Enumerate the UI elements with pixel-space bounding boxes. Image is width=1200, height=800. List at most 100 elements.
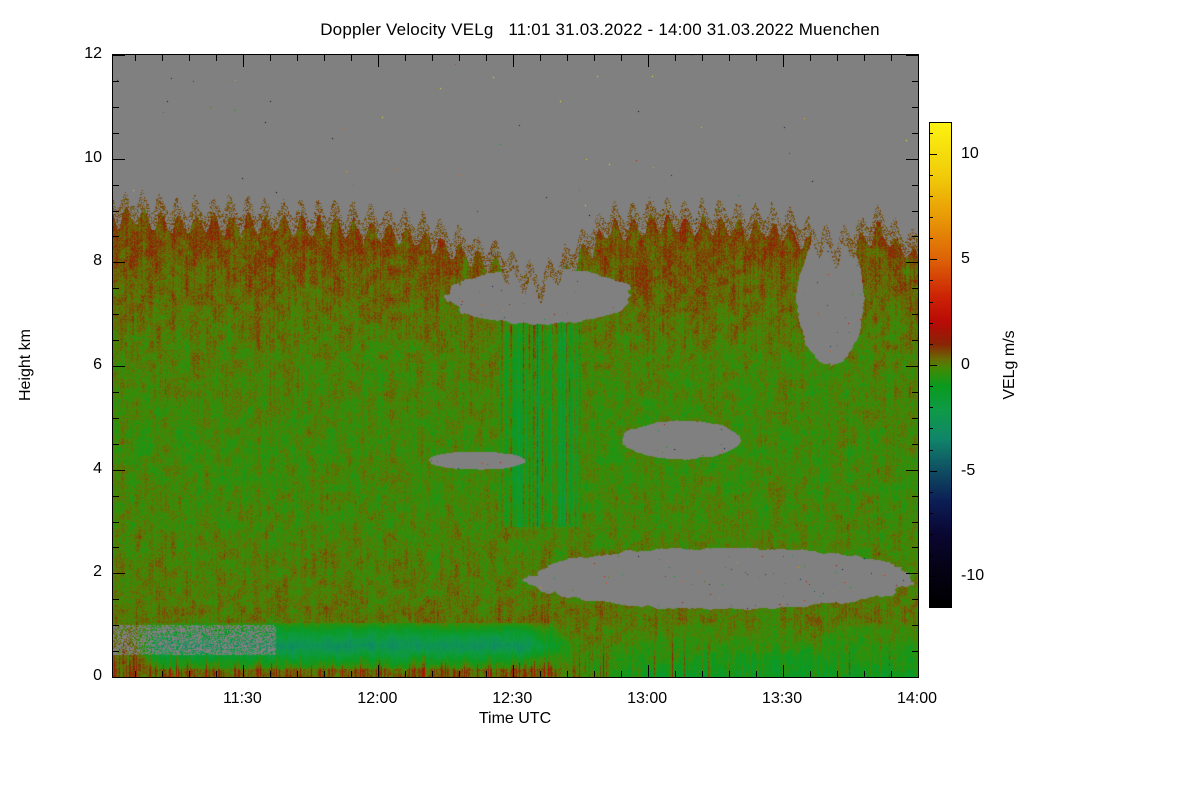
colorbar-minor-tick xyxy=(929,449,933,451)
y-axis-ticklabel: 8 xyxy=(93,252,102,270)
x-tick-top xyxy=(270,55,272,61)
colorbar[interactable] xyxy=(929,122,952,608)
x-tick-top xyxy=(324,55,326,61)
colorbar-minor-tick xyxy=(929,322,933,324)
plot-area[interactable] xyxy=(112,54,919,678)
x-tick-bottom xyxy=(810,671,812,677)
colorbar-minor-tick xyxy=(929,386,933,388)
x-tick-bottom xyxy=(891,671,893,677)
x-tick-top xyxy=(351,55,353,61)
colorbar-minor-tick xyxy=(929,365,937,366)
x-tick-top xyxy=(864,55,866,61)
colorbar-title: VELg m/s xyxy=(1001,330,1018,400)
x-axis-ticklabel: 12:00 xyxy=(357,690,398,707)
x-tick-top xyxy=(594,55,596,61)
y-tick-right xyxy=(912,599,918,601)
x-tick-bottom xyxy=(351,671,353,677)
y-tick-left xyxy=(113,236,119,238)
y-tick-right xyxy=(912,417,918,419)
y-tick-left xyxy=(113,55,125,56)
colorbar-ticklabel: -5 xyxy=(961,461,976,479)
y-tick-right xyxy=(912,340,918,342)
x-tick-top xyxy=(486,55,488,61)
y-axis-ticklabel: 10 xyxy=(84,148,102,166)
y-axis-ticklabel: 12 xyxy=(84,45,102,62)
x-tick-bottom xyxy=(594,671,596,677)
x-tick-bottom xyxy=(216,671,218,677)
y-tick-right xyxy=(912,288,918,290)
x-tick-bottom xyxy=(243,665,245,677)
x-tick-bottom xyxy=(459,671,461,677)
colorbar-minor-tick xyxy=(929,491,933,493)
x-tick-bottom xyxy=(270,671,272,677)
x-tick-top xyxy=(297,55,299,61)
x-tick-top xyxy=(837,55,839,61)
x-tick-top xyxy=(621,55,623,61)
x-tick-bottom xyxy=(567,671,569,677)
x-axis-ticklabel: 14:00 xyxy=(896,690,938,707)
colorbar-minor-tick xyxy=(929,174,933,176)
y-tick-left xyxy=(113,495,119,497)
y-tick-left xyxy=(113,391,119,393)
y-tick-left xyxy=(113,314,119,316)
y-tick-right xyxy=(912,521,918,523)
x-tick-bottom xyxy=(756,671,758,677)
x-tick-bottom xyxy=(837,671,839,677)
x-tick-bottom xyxy=(783,665,785,677)
x-tick-bottom xyxy=(432,671,434,677)
y-tick-left xyxy=(113,469,125,471)
x-axis-ticklabel: 12:30 xyxy=(492,690,533,707)
y-tick-left xyxy=(113,158,125,160)
colorbar-minor-tick xyxy=(929,259,937,261)
colorbar-ticklabel: 0 xyxy=(961,356,970,373)
y-axis-ticklabel: 0 xyxy=(93,667,102,684)
y-tick-right xyxy=(912,625,918,627)
colorbar-minor-tick xyxy=(929,153,937,155)
y-tick-left xyxy=(113,573,125,575)
x-tick-bottom xyxy=(540,671,542,677)
y-tick-left xyxy=(113,677,125,678)
x-axis-ticklabel: 13:30 xyxy=(762,690,803,707)
y-tick-left xyxy=(113,366,125,367)
y-tick-left xyxy=(113,417,119,419)
y-tick-left xyxy=(113,262,125,264)
y-tick-left xyxy=(113,547,119,549)
x-tick-bottom xyxy=(648,665,650,677)
y-tick-right xyxy=(912,314,918,316)
x-tick-top xyxy=(513,55,515,67)
x-tick-bottom xyxy=(864,671,866,677)
x-axis-title: Time UTC xyxy=(478,710,552,727)
colorbar-ticklabel: 5 xyxy=(961,250,970,268)
x-tick-bottom xyxy=(324,671,326,677)
x-tick-top xyxy=(135,55,137,61)
y-axis-ticklabel: 6 xyxy=(93,356,102,373)
x-tick-top xyxy=(783,55,785,67)
y-tick-left xyxy=(113,651,119,653)
y-tick-left xyxy=(113,184,119,186)
y-tick-left xyxy=(113,625,119,627)
x-tick-top xyxy=(648,55,650,67)
x-tick-bottom xyxy=(378,665,380,677)
colorbar-ticklabel: -10 xyxy=(961,567,985,585)
colorbar-minor-tick xyxy=(929,534,933,536)
y-tick-left xyxy=(113,210,119,212)
x-tick-top xyxy=(405,55,407,61)
colorbar-ticklabel: 10 xyxy=(961,144,979,162)
x-tick-top xyxy=(243,55,245,67)
x-tick-top xyxy=(756,55,758,61)
y-axis-ticklabel: 4 xyxy=(93,459,102,477)
y-tick-right xyxy=(912,443,918,445)
x-tick-bottom xyxy=(702,671,704,677)
y-tick-right xyxy=(912,132,918,134)
y-tick-right xyxy=(906,55,918,56)
colorbar-minor-tick xyxy=(929,301,933,303)
x-tick-top xyxy=(702,55,704,61)
x-tick-top xyxy=(378,55,380,67)
y-tick-left xyxy=(113,80,119,82)
x-tick-top xyxy=(459,55,461,61)
x-axis-ticklabel: 11:30 xyxy=(222,690,262,707)
x-tick-top xyxy=(432,55,434,61)
heatmap-canvas[interactable] xyxy=(113,55,918,677)
colorbar-minor-tick xyxy=(929,217,933,219)
